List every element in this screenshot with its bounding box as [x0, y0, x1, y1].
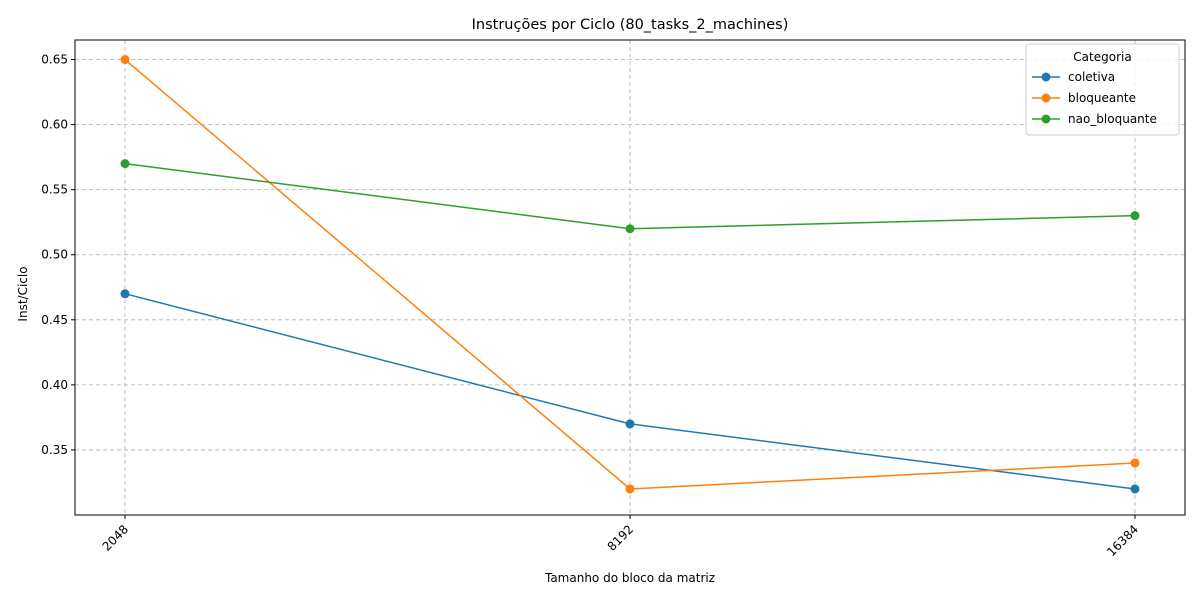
data-point [625, 484, 635, 494]
legend: Categoria coletiva bloqueante nao_bloquant… [1025, 43, 1180, 136]
data-point [120, 159, 130, 169]
y-tick-label: 0.35 [41, 443, 68, 457]
series-layer [120, 55, 1140, 494]
legend-marker [1041, 93, 1051, 103]
data-point [625, 419, 635, 429]
legend-label: bloqueante [1068, 91, 1136, 105]
chart-title: Instruções por Ciclo (80_tasks_2_machine… [472, 17, 789, 33]
legend-marker [1041, 72, 1051, 82]
legend-entry: coletiva [1032, 70, 1115, 84]
series-bloqueante [120, 55, 1140, 494]
data-point [625, 224, 635, 234]
legend-marker [1041, 114, 1051, 124]
y-tick-label: 0.55 [41, 183, 68, 197]
series-nao_bloquante [120, 159, 1140, 234]
series-coletiva [120, 289, 1140, 494]
legend-box [1025, 43, 1180, 136]
y-axis-title: Inst/Ciclo [16, 266, 30, 321]
data-point [1130, 484, 1140, 494]
legend-entry: bloqueante [1032, 91, 1136, 105]
data-point [1130, 458, 1140, 468]
legend-entry: nao_bloquante [1032, 112, 1157, 126]
y-tick-label: 0.60 [41, 118, 68, 132]
legend-title: Categoria [1073, 50, 1131, 64]
legend-label: coletiva [1068, 70, 1115, 84]
y-tick-label: 0.40 [41, 378, 68, 392]
y-tick-label: 0.45 [41, 313, 68, 327]
data-point [120, 289, 130, 299]
data-point [1130, 211, 1140, 221]
y-tick-label: 0.50 [41, 248, 68, 262]
y-axis-ticks: 0.35 0.40 0.45 0.50 0.55 0.60 0.65 [41, 53, 75, 457]
y-tick-label: 0.65 [41, 53, 68, 67]
data-point [120, 55, 130, 65]
legend-label: nao_bloquante [1068, 112, 1157, 126]
x-axis-title: Tamanho do bloco da matriz [544, 571, 715, 585]
